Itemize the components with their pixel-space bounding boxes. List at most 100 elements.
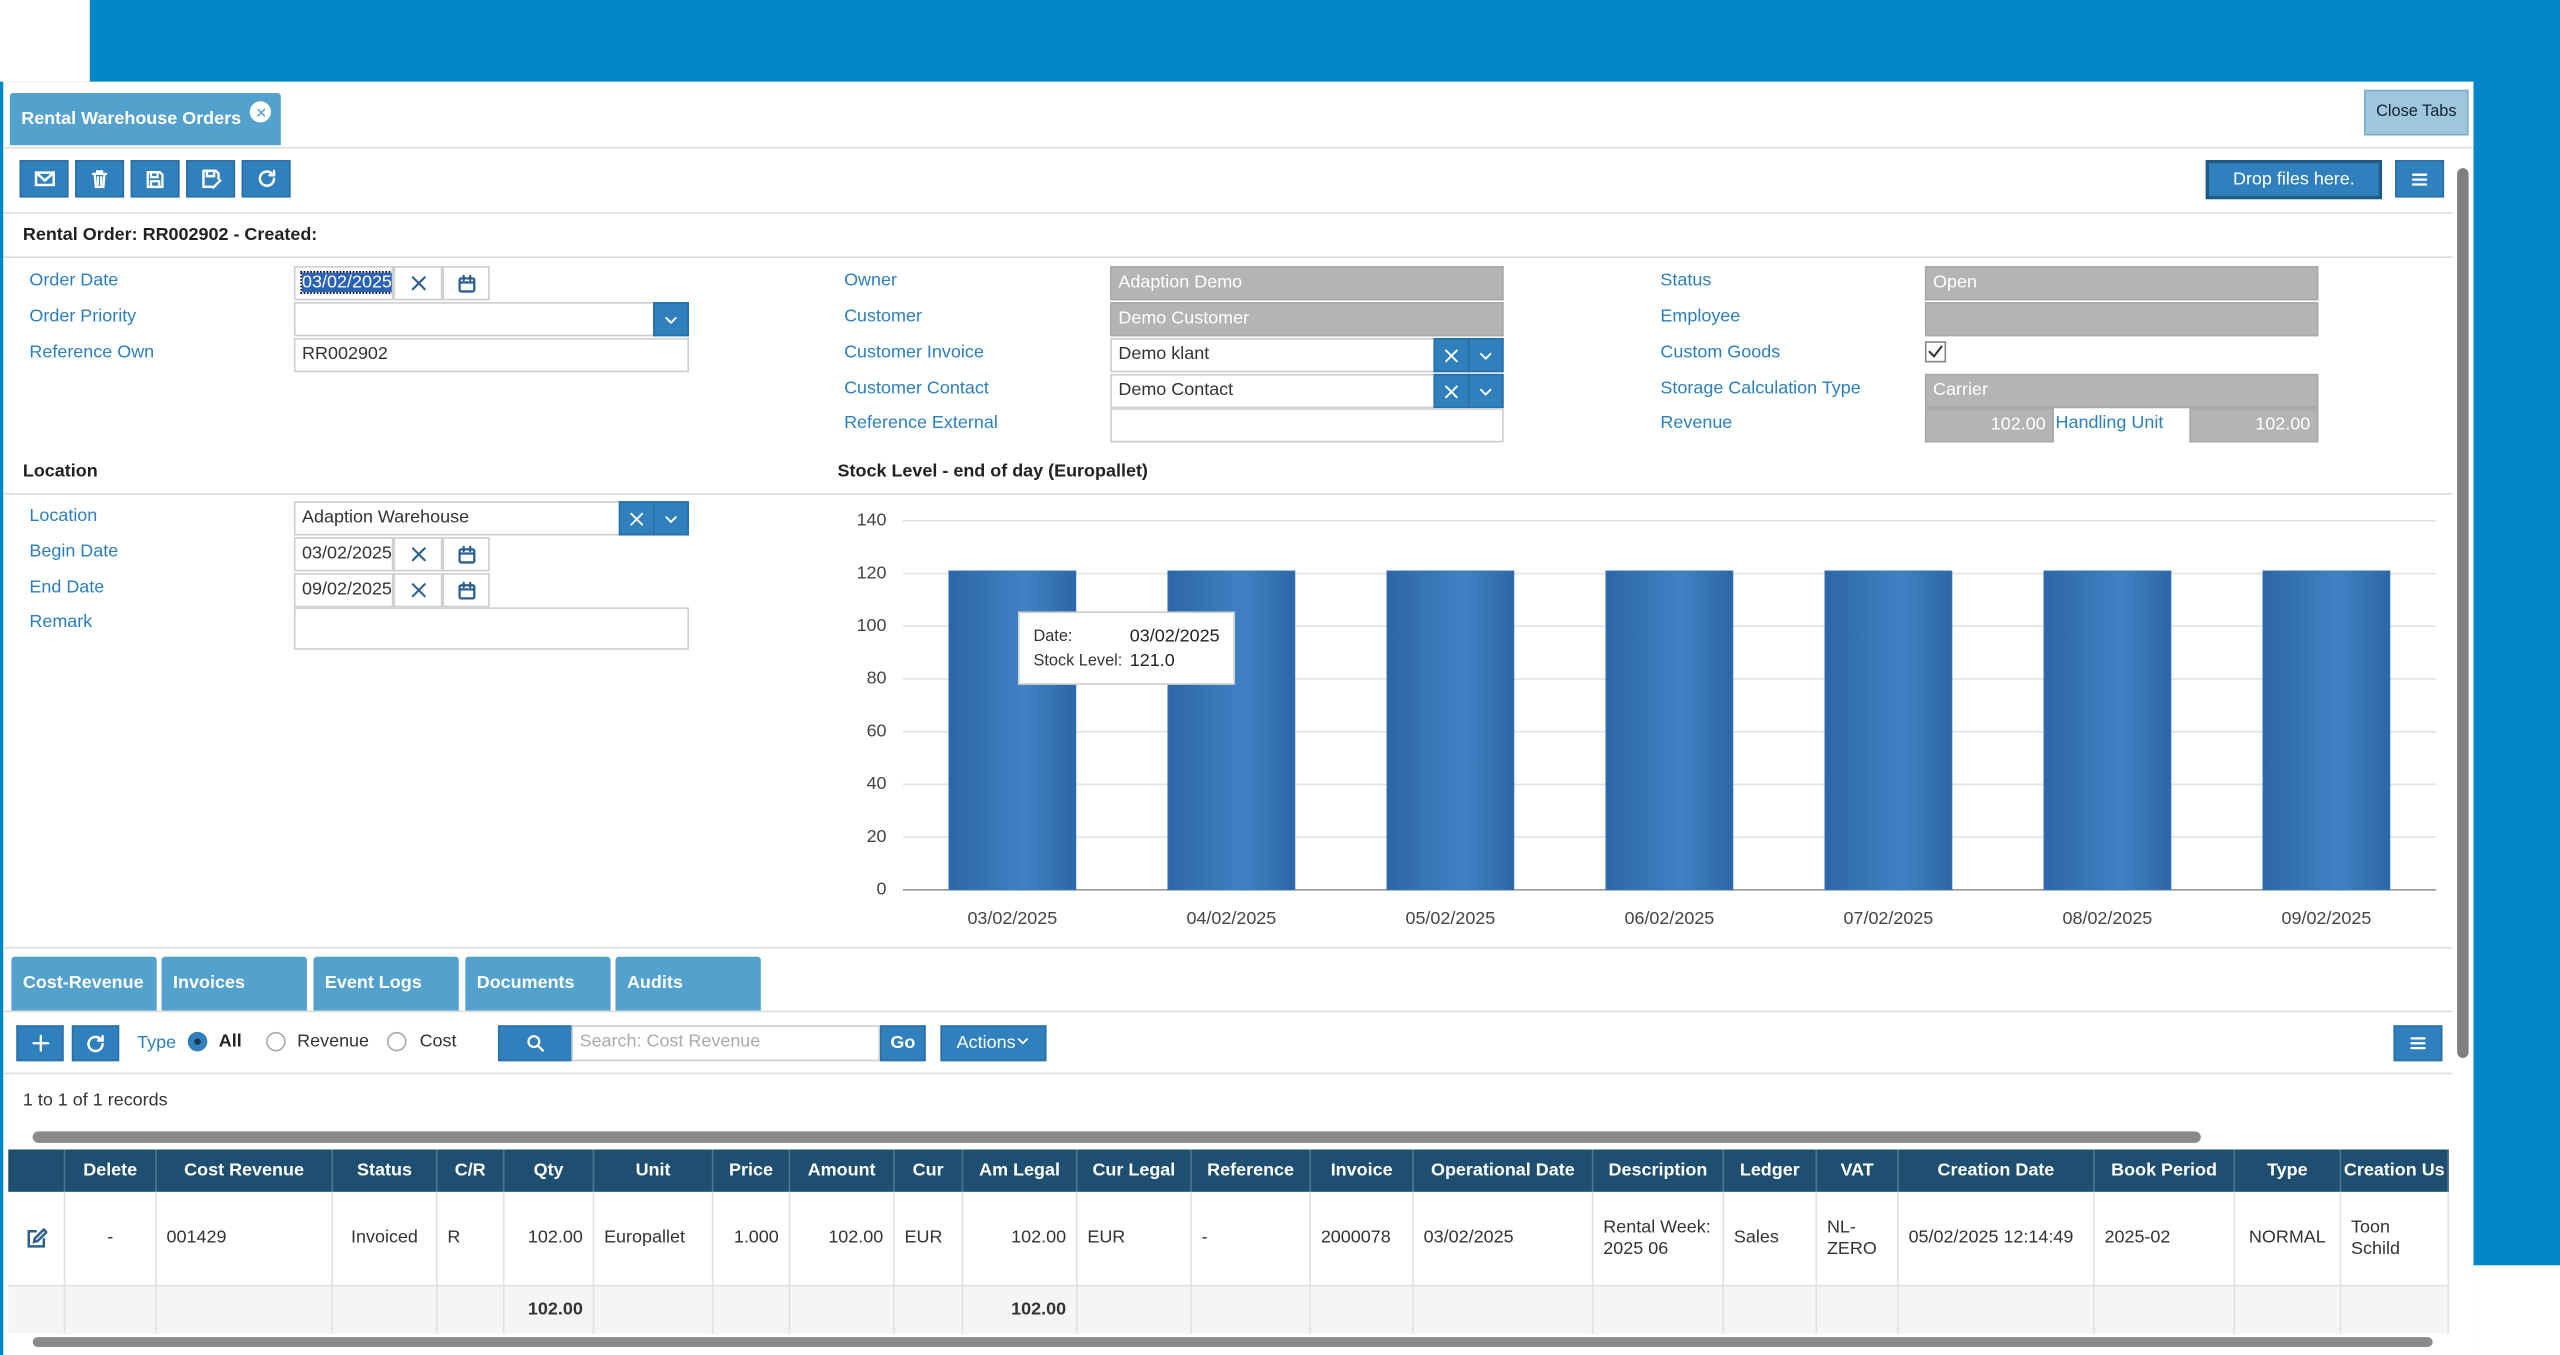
grid-cell: EUR [1078, 1191, 1192, 1285]
tab-close[interactable] [249, 101, 272, 123]
h-scrollbar[interactable] [32, 1337, 2433, 1347]
chart: 0 20 40 60 80 100 120 140 03/02/2025 04/02/2025 05… [857, 510, 2436, 928]
column-header: Delete [65, 1149, 157, 1192]
cell-text: Invoiced [351, 1227, 418, 1248]
radio-revenue[interactable] [266, 1031, 286, 1052]
v-scrollbar[interactable] [2457, 168, 2469, 1058]
location-input[interactable]: Adaption Warehouse [293, 501, 623, 536]
h-scrollbar[interactable] [32, 1131, 2201, 1143]
icon [2410, 1037, 2426, 1050]
custom-goods-checkbox[interactable] [1924, 341, 1947, 363]
tab-label: Rental Warehouse Orders [21, 109, 242, 129]
bottom-tab[interactable]: Audits [615, 956, 761, 1011]
customer-input: Demo Customer [1110, 302, 1504, 337]
mail-button[interactable] [19, 160, 69, 198]
grid-cell: Rental Week: 2025 06 [1593, 1191, 1725, 1285]
menu-button[interactable] [2393, 1025, 2443, 1062]
remark-textarea[interactable] [293, 607, 689, 650]
close-tabs[interactable]: Close Tabs [2364, 89, 2469, 136]
grid-cell: Sales [1724, 1191, 1818, 1285]
icon [91, 170, 108, 189]
drop-files[interactable]: Drop files here. [2205, 160, 2383, 200]
cell-text: 1.000 [733, 1227, 779, 1248]
clear-button[interactable] [393, 573, 443, 608]
order-date-input[interactable]: 03/02/2025 [293, 266, 394, 301]
column-header: Ledger [1724, 1149, 1818, 1192]
reference-own-input[interactable]: RR002902 [293, 337, 689, 373]
grid-cell: 2000078 [1311, 1191, 1414, 1285]
go-button[interactable]: Go [879, 1025, 926, 1062]
icon [665, 515, 677, 523]
icon [410, 583, 425, 598]
owner-input: Adaption Demo [1110, 266, 1504, 301]
dropdown-button[interactable] [1467, 337, 1504, 373]
clear-button[interactable] [393, 537, 443, 572]
cell-text: Sales [1733, 1227, 1779, 1248]
record-count: 1 to 1 of 1 records [22, 1090, 168, 1111]
customer-invoice-input[interactable]: Demo klant [1110, 337, 1436, 373]
corner [2473, 1265, 2560, 1355]
grid-header [8, 1149, 2449, 1192]
icon [1017, 1038, 1029, 1045]
total-cell [157, 1284, 334, 1334]
add-button[interactable] [16, 1025, 64, 1062]
calendar-button[interactable] [442, 573, 490, 608]
dropdown-button[interactable] [653, 302, 689, 337]
calendar-button[interactable] [442, 537, 490, 572]
bottom-tab[interactable]: Invoices [161, 956, 307, 1011]
icon [87, 1034, 104, 1052]
calendar-button[interactable] [442, 266, 490, 301]
icon [256, 107, 265, 116]
column-header: Reference [1192, 1149, 1312, 1192]
total-cell [1817, 1284, 1899, 1334]
bottom-tab[interactable]: Event Logs [313, 956, 459, 1011]
employee-input [1924, 302, 2319, 337]
refresh-button[interactable] [241, 160, 291, 198]
field-label: Handling Unit [2055, 413, 2164, 433]
dropdown-button[interactable] [653, 501, 689, 536]
caret [1016, 1033, 1031, 1053]
icon [31, 1034, 49, 1052]
order-priority-input[interactable] [293, 302, 655, 337]
cell-text: Europallet [604, 1227, 685, 1248]
reference-external-input[interactable] [1110, 408, 1504, 443]
cell-text: Price [729, 1160, 773, 1181]
total-cell [1593, 1284, 1725, 1334]
save-button[interactable] [130, 160, 180, 198]
search-input[interactable]: Search: Cost Revenue [571, 1025, 880, 1062]
icon [1445, 384, 1458, 398]
menu-button[interactable] [2395, 160, 2445, 198]
total-cell [8, 1284, 66, 1334]
column-header: Cost Revenue [157, 1149, 334, 1192]
dropdown-button[interactable] [1467, 373, 1504, 409]
actions-button[interactable]: Actions [940, 1025, 1047, 1062]
radio-cost[interactable] [386, 1031, 407, 1052]
search-mode[interactable] [497, 1025, 574, 1062]
begin-date-input[interactable]: 03/02/2025 [293, 537, 394, 572]
save-as-button[interactable] [186, 160, 236, 198]
clear-button[interactable] [393, 266, 443, 301]
grid-cell[interactable] [8, 1191, 66, 1285]
clear-button[interactable] [618, 501, 655, 536]
divider [3, 493, 2453, 495]
column-header: Qty [504, 1149, 595, 1192]
radio-all[interactable] [187, 1031, 208, 1052]
clear-button[interactable] [1433, 337, 1470, 373]
icon [1445, 348, 1458, 362]
bar [1386, 570, 1515, 891]
clear-button[interactable] [1433, 373, 1470, 409]
total-cell [1078, 1284, 1192, 1334]
column-header: Price [713, 1149, 791, 1192]
y-tick-label: 120 [857, 562, 887, 582]
bottom-tab[interactable]: Cost-Revenue [11, 956, 157, 1011]
bottom-tab[interactable]: Documents [465, 956, 611, 1011]
x-tick-label: 04/02/2025 [1186, 908, 1276, 928]
tab-active[interactable]: Rental Warehouse Orders [9, 93, 281, 146]
refresh-button[interactable] [71, 1025, 120, 1062]
divider [3, 256, 2453, 258]
customer-contact-input[interactable]: Demo Contact [1110, 373, 1436, 409]
end-date-input[interactable]: 09/02/2025 [293, 573, 394, 608]
y-tick-label: 40 [867, 773, 887, 793]
delete-button[interactable] [75, 160, 125, 198]
